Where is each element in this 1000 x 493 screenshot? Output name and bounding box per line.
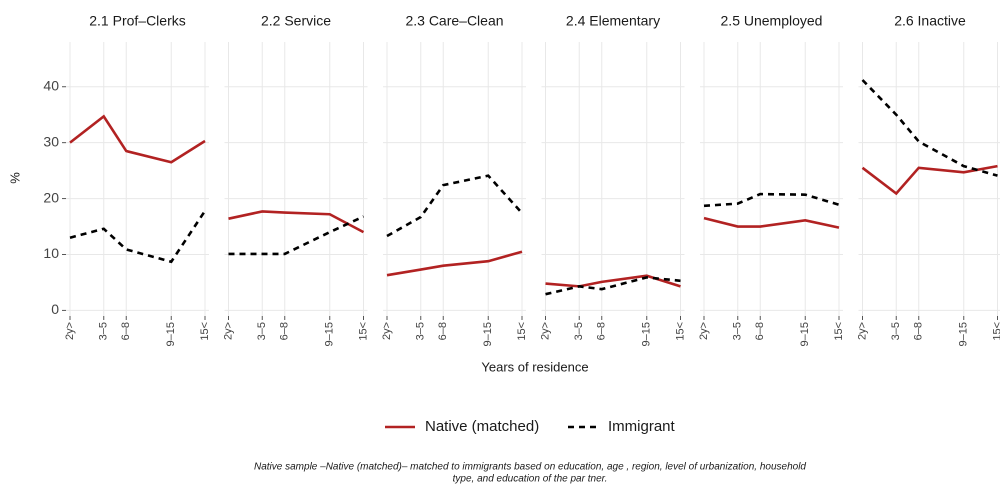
x-tick-label: 9–15: [482, 322, 494, 346]
panel-title: 2.2 Service: [261, 13, 331, 29]
x-tick-label: 2y>: [856, 322, 868, 340]
x-tick-label: 15<: [357, 322, 369, 341]
caption: type, and education of the par tner.: [453, 474, 608, 485]
series-line: [545, 274, 681, 288]
x-tick-label: 6–8: [596, 322, 608, 340]
x-tick-label: 3–5: [732, 322, 744, 340]
x-tick-label: 2y>: [698, 322, 710, 340]
legend-label: Native (matched): [425, 418, 539, 435]
series-line: [703, 192, 840, 208]
x-tick-label: 2y>: [381, 322, 393, 340]
panel-title: 2.5 Unemployed: [721, 13, 823, 29]
x-tick-label: 6–8: [437, 322, 449, 340]
x-tick-label: 3–5: [98, 322, 110, 340]
panel-title: 2.3 Care–Clean: [405, 13, 503, 29]
panel-title: 2.6 Inactive: [894, 13, 966, 29]
x-tick-label: 9–15: [958, 322, 970, 346]
x-tick-label: 15<: [674, 322, 686, 341]
x-tick-label: 6–8: [913, 322, 925, 340]
x-tick-label: 6–8: [120, 322, 132, 340]
y-axis-label: %: [7, 172, 22, 184]
x-tick-label: 9–15: [165, 322, 177, 346]
x-tick-label: 9–15: [324, 322, 336, 346]
x-tick-label: 9–15: [641, 322, 653, 346]
panel-title: 2.1 Prof–Clerks: [89, 13, 185, 29]
series-line: [861, 79, 998, 177]
y-tick-label: 0: [51, 301, 59, 317]
x-tick-label: 2y>: [64, 322, 76, 340]
x-tick-label: 9–15: [799, 322, 811, 346]
series-line: [386, 174, 523, 238]
x-tick-label: 3–5: [573, 322, 585, 340]
y-tick-label: 30: [43, 133, 59, 149]
x-tick-label: 2y>: [539, 322, 551, 340]
panel-title: 2.4 Elementary: [566, 13, 660, 29]
series-line: [228, 210, 365, 234]
x-tick-label: 15<: [833, 322, 845, 341]
y-tick-label: 20: [43, 189, 59, 205]
x-tick-label: 3–5: [890, 322, 902, 340]
caption: Native sample –Native (matched)– matched…: [254, 462, 806, 473]
series-line: [69, 210, 207, 264]
x-tick-label: 15<: [991, 322, 1000, 341]
legend-label: Immigrant: [608, 418, 676, 435]
series-line: [545, 276, 681, 296]
y-tick-label: 10: [43, 245, 59, 261]
series-line: [703, 216, 840, 229]
x-axis-label: Years of residence: [481, 359, 588, 374]
series-line: [228, 215, 365, 256]
x-tick-label: 3–5: [415, 322, 427, 340]
x-tick-label: 2y>: [222, 322, 234, 340]
y-tick-label: 40: [43, 77, 59, 93]
x-tick-label: 6–8: [754, 322, 766, 340]
x-tick-label: 6–8: [279, 322, 291, 340]
x-tick-label: 3–5: [256, 322, 268, 340]
x-tick-label: 15<: [516, 322, 528, 341]
series-line: [69, 114, 206, 164]
series-line: [386, 250, 523, 277]
x-tick-label: 15<: [199, 322, 211, 341]
